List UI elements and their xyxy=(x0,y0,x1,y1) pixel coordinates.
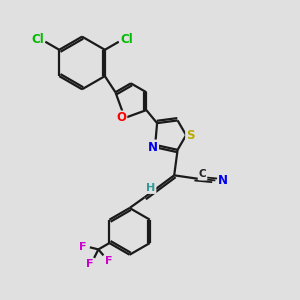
Text: C: C xyxy=(199,169,206,179)
Text: F: F xyxy=(86,259,94,269)
Text: F: F xyxy=(79,242,86,252)
Text: N: N xyxy=(218,174,228,187)
Text: Cl: Cl xyxy=(120,33,133,46)
Text: H: H xyxy=(146,183,155,193)
Text: N: N xyxy=(148,140,158,154)
Text: F: F xyxy=(105,256,113,266)
Text: S: S xyxy=(186,129,195,142)
Text: O: O xyxy=(116,111,126,124)
Text: Cl: Cl xyxy=(31,33,44,46)
